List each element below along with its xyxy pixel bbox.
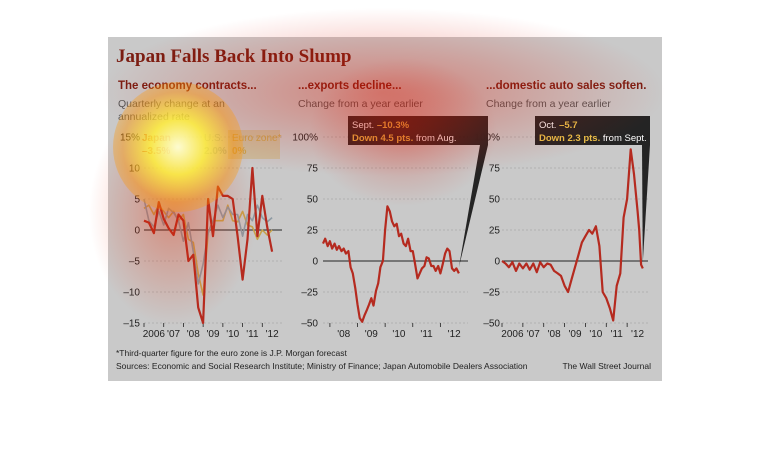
y-tick-label: 10 [129, 164, 141, 175]
x-tick-label: '11 [611, 329, 624, 340]
series-line-u-s- [143, 198, 273, 285]
x-tick-label: '10 [392, 329, 405, 340]
x-tick-label: '08 [337, 329, 350, 340]
chart-panel-2: ...exports decline... Change from a year … [292, 80, 488, 340]
graphic-title: Japan Falls Back Into Slump [116, 46, 351, 67]
series-line-japan-exports [321, 205, 460, 323]
x-tick-label: 2006 [501, 329, 524, 340]
footnote: *Third-quarter figure for the euro zone … [116, 348, 348, 358]
y-tick-label: 0 [312, 257, 318, 268]
y-tick-label: 0 [134, 226, 140, 237]
panel-heading: ...domestic auto sales soften. [486, 80, 646, 92]
panel-subhead: Quarterly change at an [118, 98, 225, 110]
chart-panel-3: ...domestic auto sales soften. Change fro… [474, 80, 650, 340]
panel-subhead: Change from a year earlier [486, 98, 611, 110]
x-tick-label: '07 [167, 329, 180, 340]
x-tick-label: '09 [206, 329, 219, 340]
chart-svg: Japan Falls Back Into Slump *Third-quart… [116, 46, 652, 371]
y-tick-label: –15 [123, 319, 140, 330]
x-tick-label: '12 [266, 329, 279, 340]
legend-label: Japan [142, 133, 171, 144]
y-tick-label: –10 [123, 288, 140, 299]
x-tick-label: '08 [187, 329, 200, 340]
callout-line2: Down 2.3 pts. from Sept. [539, 133, 647, 144]
x-tick-label: '09 [568, 329, 581, 340]
panel-heading: ...exports decline... [298, 80, 402, 92]
callout-line1: Sept. –10.3% [352, 120, 410, 131]
x-tick-label: '09 [365, 329, 378, 340]
y-tick-label: 50 [307, 195, 319, 206]
legend-value: –3.5% [142, 146, 170, 157]
x-tick-label: 2006 [143, 329, 166, 340]
legend-label: Euro zone* [232, 133, 282, 144]
series-line-japan-domestic-auto-sales [501, 148, 644, 322]
y-tick-label: 5 [134, 195, 140, 206]
callout-pointer [458, 145, 488, 268]
callout-line1: Oct. –5.7 [539, 120, 578, 131]
sources: Sources: Economic and Social Research In… [116, 361, 528, 371]
y-tick-label: 0 [494, 257, 500, 268]
y-tick-label: –50 [483, 319, 500, 330]
y-tick-label: –50 [301, 319, 318, 330]
y-tick-label: 100% [292, 133, 318, 144]
y-tick-label: 75 [307, 164, 319, 175]
y-tick-label: –25 [301, 288, 318, 299]
chart-graphic: Japan Falls Back Into Slump *Third-quart… [88, 7, 668, 381]
x-tick-label: '08 [548, 329, 561, 340]
chart-panel-1: The economy contracts... Quarterly change… [118, 80, 282, 340]
panel-heading: The economy contracts... [118, 80, 257, 92]
x-tick-label: '12 [631, 329, 644, 340]
callout-line2: Down 4.5 pts. from Aug. [352, 133, 457, 144]
y-tick-label: 15% [120, 133, 140, 144]
panel-subhead: Change from a year earlier [298, 98, 423, 110]
y-tick-label: 25 [307, 226, 319, 237]
x-tick-label: '10 [226, 329, 239, 340]
callout-pointer [642, 145, 650, 263]
x-tick-label: '11 [420, 329, 433, 340]
panel-subhead: annualized rate [118, 111, 190, 123]
y-tick-label: 25 [489, 226, 501, 237]
x-tick-label: '10 [589, 329, 602, 340]
y-tick-label: 50 [489, 195, 501, 206]
x-tick-label: '11 [246, 329, 259, 340]
callout-box [348, 116, 488, 145]
legend-value: 0% [232, 146, 247, 157]
legend-value: 2.0% [204, 146, 227, 157]
credit: The Wall Street Journal [563, 361, 652, 371]
y-tick-label: –25 [483, 288, 500, 299]
callout-box [535, 116, 650, 145]
y-tick-label: 100% [474, 133, 500, 144]
legend-label: U.S. [204, 133, 223, 144]
x-tick-label: '07 [527, 329, 540, 340]
y-tick-label: –5 [129, 257, 141, 268]
x-tick-label: '12 [448, 329, 461, 340]
series-line-japan [143, 166, 274, 325]
y-tick-label: 75 [489, 164, 501, 175]
